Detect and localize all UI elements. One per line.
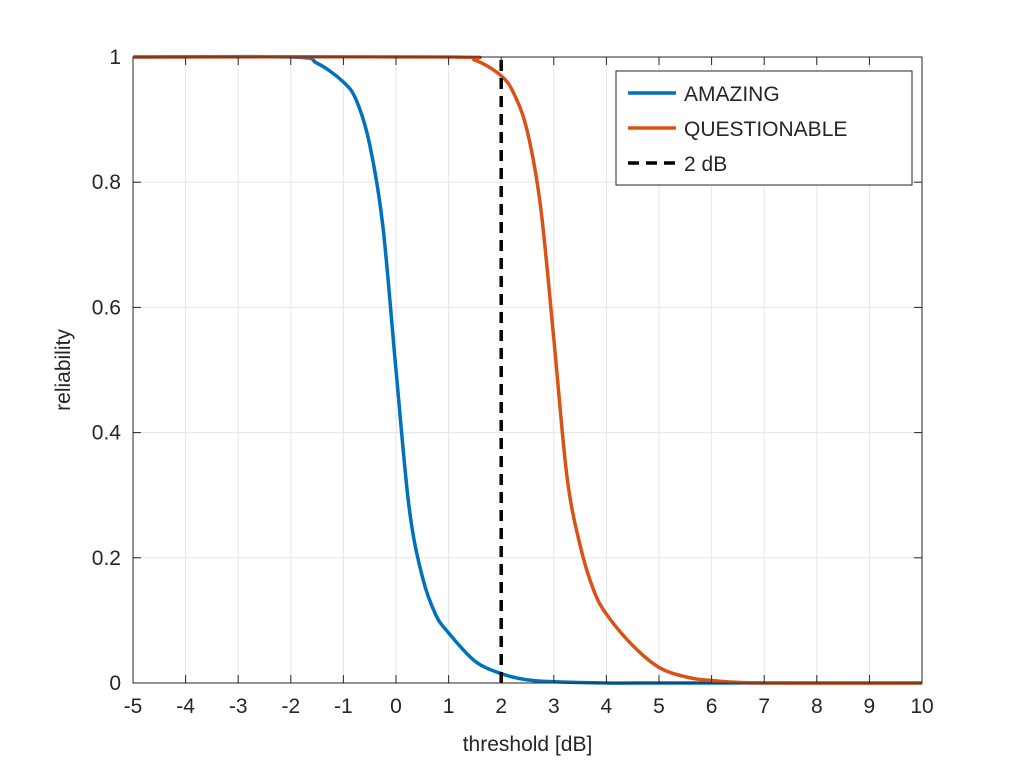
y-tick-label: 0.4	[92, 422, 122, 445]
ticks: -5 -4 -3 -2 -1 0 1 2 3 4 5 6 7 8 9 10 0 0.2 0.4 0.6 0.8 1	[92, 46, 934, 718]
x-tick-label: -2	[281, 695, 300, 718]
x-tick-label: -1	[334, 695, 353, 718]
x-tick-label: 8	[811, 695, 823, 718]
x-tick-label: 2	[495, 695, 507, 718]
x-tick-label: 0	[390, 695, 402, 718]
y-axis-label: reliability	[52, 329, 75, 411]
y-tick-label: 1	[109, 46, 121, 69]
y-tick-label: 0.8	[92, 171, 121, 194]
x-tick-label: 3	[548, 695, 560, 718]
x-tick-label: -4	[176, 695, 195, 718]
x-tick-label: -5	[124, 695, 143, 718]
x-tick-label: 4	[601, 695, 613, 718]
x-tick-label: 9	[864, 695, 876, 718]
series-line-2	[132, 55, 923, 685]
legend: AMAZING QUESTIONABLE 2 dB	[615, 70, 913, 186]
x-tick-label: -3	[229, 695, 248, 718]
y-tick-label: 0	[109, 672, 121, 695]
legend-label: QUESTIONABLE	[684, 118, 847, 141]
x-tick-label: 10	[910, 695, 933, 718]
legend-label: AMAZING	[684, 83, 780, 106]
x-tick-label: 5	[653, 695, 665, 718]
x-tick-label: 6	[706, 695, 718, 718]
y-tick-label: 0.2	[92, 547, 121, 570]
plot-border	[132, 56, 923, 684]
x-tick-label: 7	[758, 695, 770, 718]
x-axis-label: threshold [dB]	[463, 733, 593, 756]
legend-label: 2 dB	[684, 153, 727, 176]
y-tick-label: 0.6	[92, 296, 121, 319]
x-tick-label: 1	[443, 695, 455, 718]
